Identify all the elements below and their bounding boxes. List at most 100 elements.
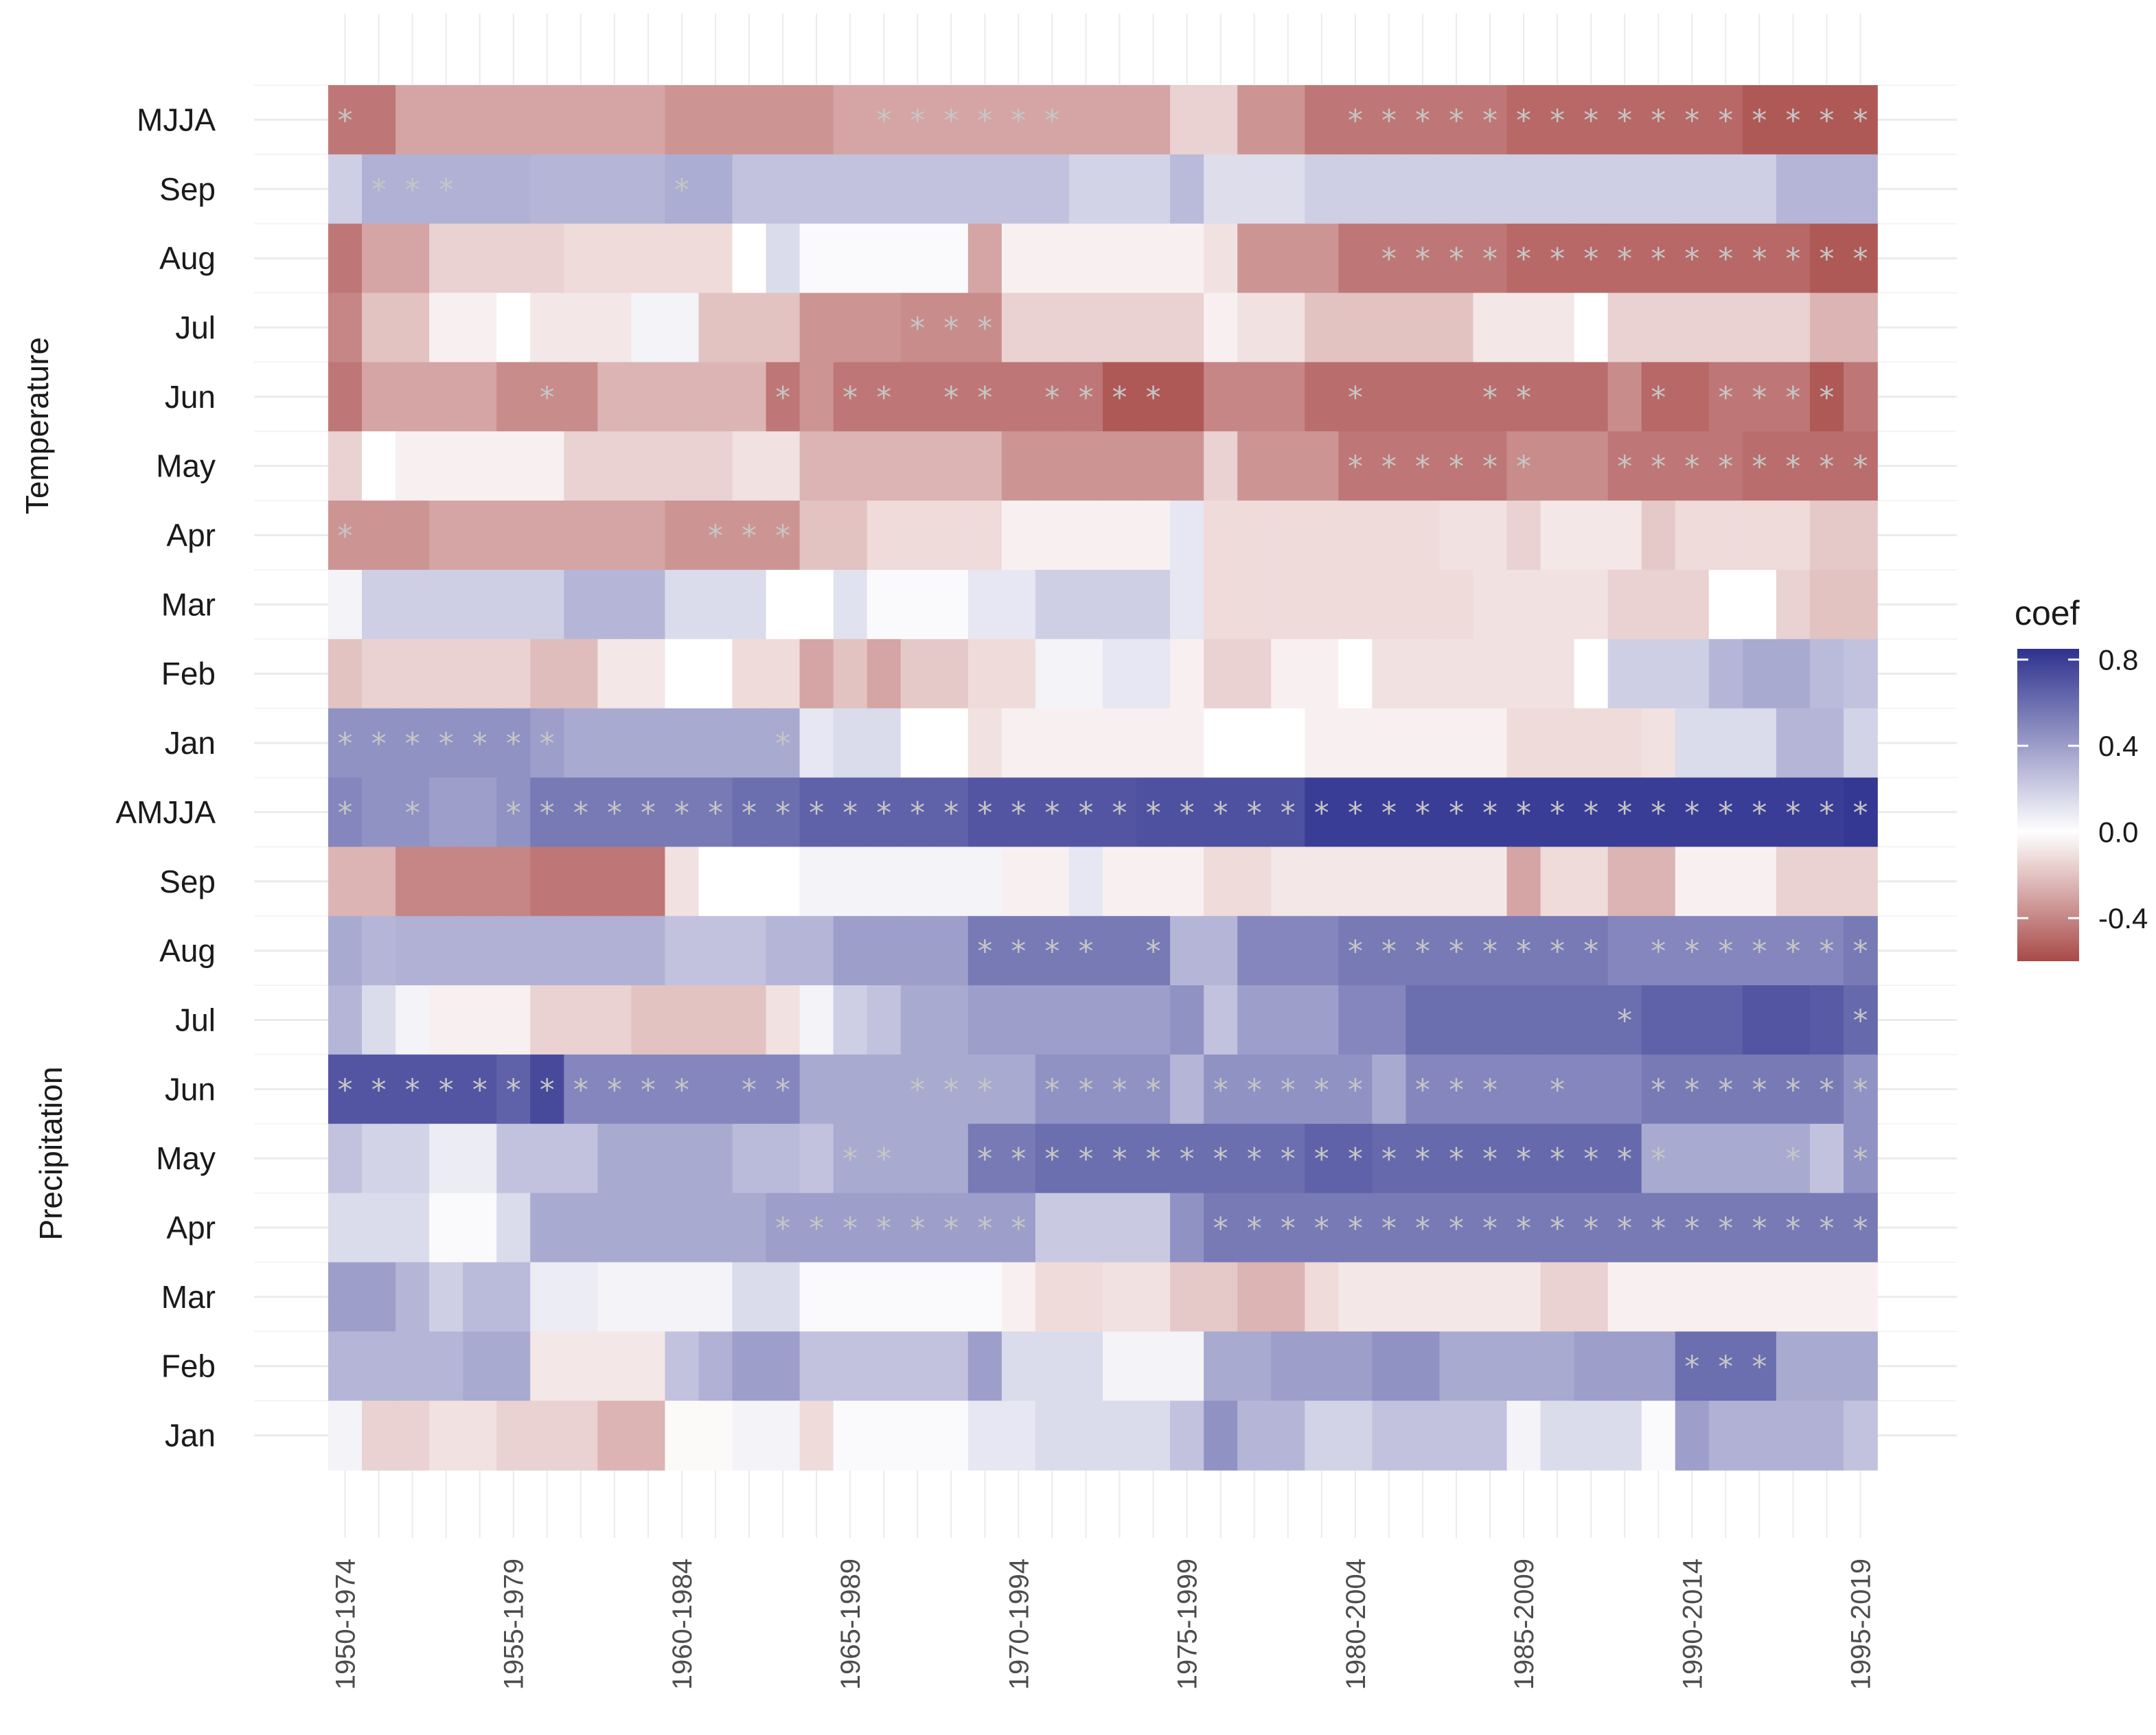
significance-star: *	[1281, 1211, 1296, 1246]
significance-star: *	[1853, 796, 1868, 831]
significance-star: *	[809, 1211, 824, 1246]
heatmap-cell	[799, 708, 834, 779]
heatmap-cell	[867, 85, 902, 155]
significance-star: *	[977, 1211, 992, 1246]
heatmap-cell	[1001, 501, 1036, 571]
heatmap-cell	[766, 223, 801, 294]
x-tick-label: 1970-1994	[1004, 1559, 1034, 1690]
heatmap-cell	[900, 154, 935, 225]
heatmap-cell	[900, 1331, 935, 1401]
heatmap-cell	[1708, 1123, 1743, 1194]
heatmap-cell	[1809, 85, 1844, 155]
heatmap-cell	[1574, 847, 1609, 917]
heatmap-cell	[1170, 223, 1204, 294]
significance-star: *	[943, 380, 959, 415]
heatmap-cell	[867, 362, 902, 433]
heatmap-cell	[698, 916, 733, 986]
heatmap-cell	[631, 362, 666, 433]
heatmap-cell	[1271, 1123, 1306, 1194]
significance-star: *	[1684, 1072, 1699, 1107]
heatmap-cell	[631, 1123, 666, 1194]
heatmap-cell	[1103, 1401, 1137, 1471]
significance-star: *	[1785, 450, 1800, 485]
heatmap-cell	[631, 569, 666, 640]
heatmap-cell	[496, 777, 531, 848]
heatmap-cell	[1237, 777, 1272, 848]
heatmap-cell	[732, 1054, 767, 1125]
y-tick-label: Jun	[165, 1071, 216, 1107]
significance-star: *	[943, 311, 959, 346]
heatmap-cell	[1204, 916, 1238, 986]
heatmap-cell	[463, 916, 498, 986]
heatmap-cell	[1372, 847, 1407, 917]
significance-star: *	[338, 103, 353, 138]
y-tick-label: Aug	[159, 240, 216, 276]
heatmap-cell	[1271, 223, 1306, 294]
heatmap-cell	[1641, 501, 1676, 571]
heatmap-cell	[833, 1054, 868, 1125]
significance-star: *	[472, 726, 488, 761]
heatmap-cell	[1136, 777, 1171, 848]
heatmap-cell	[328, 1054, 363, 1125]
heatmap-cell	[1001, 431, 1036, 501]
heatmap-cell	[1809, 501, 1844, 571]
significance-star: *	[876, 380, 891, 415]
heatmap-cell	[463, 292, 498, 363]
heatmap-cell	[1338, 85, 1373, 155]
heatmap-cell	[429, 154, 463, 225]
heatmap-cell	[395, 708, 430, 779]
heatmap-cell	[328, 431, 363, 501]
heatmap-cell	[1204, 1262, 1238, 1333]
heatmap-cell	[833, 916, 868, 986]
heatmap-cell	[698, 1054, 733, 1125]
heatmap-cell	[395, 154, 430, 225]
heatmap-cell	[496, 223, 531, 294]
heatmap-cell	[1506, 1401, 1541, 1471]
heatmap-cell	[1170, 1331, 1204, 1401]
heatmap-cell	[1103, 292, 1137, 363]
heatmap-cell	[1641, 1193, 1676, 1263]
heatmap-cell	[1271, 985, 1306, 1055]
heatmap-cell	[833, 1123, 868, 1194]
heatmap-cell	[1372, 431, 1407, 501]
significance-star: *	[405, 726, 420, 761]
heatmap-cell	[1271, 501, 1306, 571]
significance-star: *	[943, 1072, 959, 1107]
heatmap-cell	[1068, 1331, 1103, 1401]
y-tick-label: AMJJA	[115, 794, 216, 830]
heatmap-cell	[1776, 985, 1811, 1055]
heatmap-cell	[698, 639, 733, 709]
heatmap-cell	[934, 1193, 969, 1263]
heatmap-cell	[1607, 223, 1642, 294]
heatmap-cell	[1068, 777, 1103, 848]
heatmap-cell	[1742, 292, 1777, 363]
heatmap-cell	[1103, 569, 1137, 640]
heatmap-cell	[564, 1262, 599, 1333]
heatmap-cell	[1338, 985, 1373, 1055]
y-tick-label: Feb	[161, 656, 216, 691]
significance-star: *	[1348, 1142, 1363, 1177]
heatmap-cell	[1574, 985, 1609, 1055]
heatmap-cell	[1372, 223, 1407, 294]
heatmap-cell	[799, 916, 834, 986]
heatmap-cell	[597, 1054, 632, 1125]
heatmap-cell	[833, 501, 868, 571]
heatmap-cell	[328, 154, 363, 225]
significance-star: *	[405, 172, 420, 207]
heatmap-cell	[1406, 1054, 1441, 1125]
heatmap-cell	[1776, 639, 1811, 709]
heatmap-cell	[698, 1331, 733, 1401]
heatmap-cell	[1843, 501, 1878, 571]
heatmap-cell	[1136, 1262, 1171, 1333]
heatmap-cell	[934, 85, 969, 155]
heatmap-cell	[1708, 985, 1743, 1055]
heatmap-cell	[698, 362, 733, 433]
heatmap-cell	[934, 1262, 969, 1333]
heatmap-cell	[1607, 569, 1642, 640]
heatmap-cell	[967, 1331, 1002, 1401]
heatmap-cell	[867, 916, 902, 986]
heatmap-cell	[799, 1193, 834, 1263]
heatmap-cell	[1035, 1193, 1070, 1263]
heatmap-cell	[1271, 1331, 1306, 1401]
significance-star: *	[1180, 796, 1195, 831]
